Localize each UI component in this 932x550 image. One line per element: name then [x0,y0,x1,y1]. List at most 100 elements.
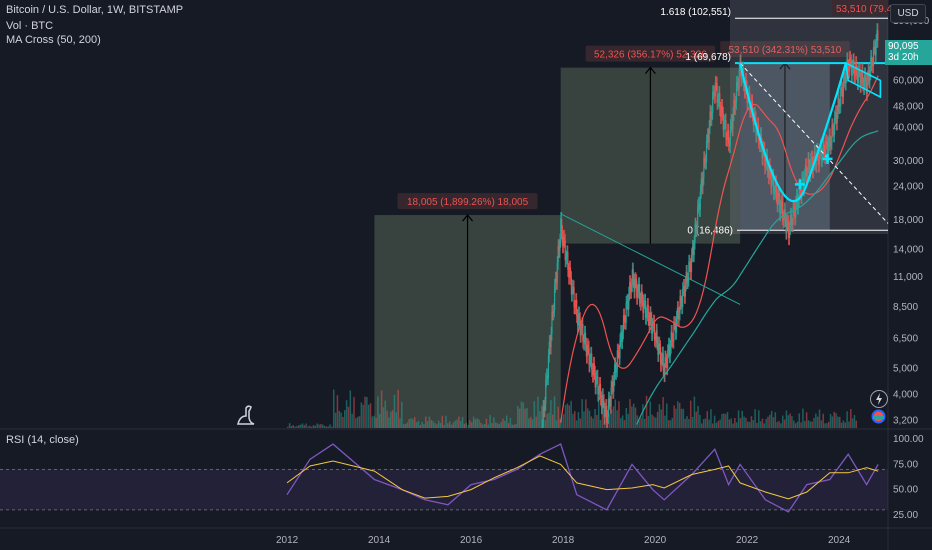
indicator-icon[interactable] [870,409,887,424]
volume-bar [691,416,694,428]
candle-body [554,285,556,311]
candle-body [671,331,673,341]
candle-body [723,122,725,131]
candle-body [696,227,698,230]
candle-body [614,364,617,373]
volume-bar [528,418,530,428]
volume-bar [386,410,388,428]
volume-bar [463,424,466,428]
candle-body [845,75,847,84]
candle-body [576,299,578,316]
candle-body [628,293,630,310]
volume-bar [643,419,646,428]
candle-body [556,262,558,283]
tradingview-logo-icon [236,404,256,426]
volume-bar [356,416,359,428]
measure-label-bg [832,0,888,16]
volume-bar [730,418,732,428]
candle-body [835,112,837,124]
volume-bar [695,411,697,428]
candle-body [623,315,625,322]
volume-bar [822,413,824,428]
candle-body [806,173,808,177]
candle-body [662,353,664,371]
volume-bar [793,420,795,428]
candle-body [550,333,552,348]
candle-body [756,129,758,136]
lightning-icon[interactable] [870,390,888,408]
fib-level-label: 1.618 (102,551) [660,7,731,18]
candle-body [575,299,577,308]
volume-bar [789,413,791,428]
volume-bar [671,417,674,428]
volume-bar [312,425,315,428]
candle-body [694,224,696,243]
candle-body [688,261,690,280]
candle-body [821,154,823,161]
candle-body [580,327,582,336]
volume-bar [772,417,775,428]
candle-body [786,221,788,233]
volume-bar [355,418,357,428]
candle-body [599,383,601,393]
candle-body [545,379,547,404]
candle-body [736,82,739,85]
volume-bar [299,424,302,428]
volume-bar [345,400,348,428]
candle-body [630,285,633,292]
candle-body [843,72,845,81]
y-tick-label: 18,000 [893,215,924,226]
candle-body [678,313,680,320]
candle-body [587,345,589,348]
volume-bar [377,396,379,428]
candle-body [871,64,874,67]
candle-body [635,278,637,281]
candle-body [765,163,767,168]
volume-bar [664,415,666,428]
cross-marker-icon [822,153,833,164]
candle-body [561,231,564,247]
candle-body [714,82,716,97]
candle-body [831,125,833,143]
volume-bar [632,403,635,428]
volume-bar [783,419,786,428]
candle-body [584,332,587,345]
candle-body [625,302,627,323]
candle-body [863,84,865,88]
candle-body [600,398,603,407]
volume-bar [785,410,788,428]
candle-body [826,141,828,143]
candle-body [803,175,806,189]
candle-body [573,287,575,307]
candle-body [558,245,560,251]
volume-bar [651,414,653,428]
candle-body [840,87,842,106]
volume-bar [504,420,506,428]
y-tick-label: 11,000 [893,272,923,283]
candle-body [836,111,838,124]
volume-bar [787,415,789,428]
candle-body [793,207,795,210]
candle-body [592,363,595,376]
candle-body [822,141,824,155]
candle-body [640,291,642,304]
candle-body [848,66,850,72]
candle-body [726,138,728,140]
candle-body [743,83,746,92]
candle-body [633,280,635,292]
volume-bar [623,420,626,428]
volume-bar [469,420,471,428]
volume-bar [511,424,513,428]
volume-bar [594,408,596,428]
volume-bar [656,411,659,428]
candle-body [735,82,738,103]
candle-body [745,79,747,88]
candle-body [554,278,557,286]
volume-bar [666,403,668,428]
candle-body [649,313,651,326]
currency-button[interactable]: USD [890,4,926,23]
volume-bar [776,422,778,428]
volume-bar [458,416,460,428]
x-tick-label: 2014 [368,535,391,546]
